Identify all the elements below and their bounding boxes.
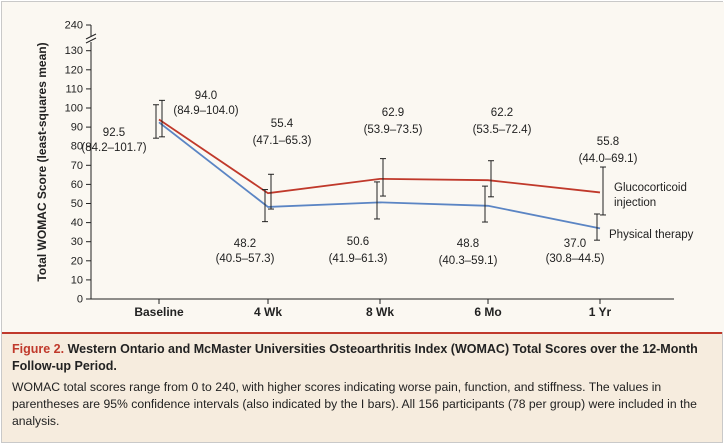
y-tick-label: 120 [65,64,83,76]
y-tick-label: 50 [71,198,83,210]
y-tick-label: 10 [71,274,83,286]
y-tick-label: 70 [71,160,83,172]
figure-caption: Figure 2. Western Ontario and McMaster U… [2,332,722,442]
y-tick-label: 100 [65,103,83,115]
x-tick-label: 1 Yr [589,305,612,319]
ci-label: (40.5–57.3) [216,253,275,265]
ci-label: (84.9–104.0) [173,105,238,117]
legend-physical-therapy: Physical therapy [609,229,694,241]
ci-label: (53.9–73.5) [364,124,423,136]
x-tick-label: 4 Wk [254,305,282,319]
data-value-label: 37.0 [564,238,586,250]
y-tick-label: 240 [65,20,83,32]
figure-label: Figure 2. [12,342,65,356]
axis-break-mark [85,33,97,40]
data-value-label: 62.2 [491,107,513,119]
x-tick-label: Baseline [134,305,184,319]
y-tick-label: 30 [71,236,83,248]
y-tick-label: 20 [71,255,83,267]
caption-title-text: Western Ontario and McMaster Universitie… [12,342,698,373]
data-value-label: 55.4 [271,118,294,130]
data-value-label: 50.6 [347,236,369,248]
y-axis-title: Total WOMAC Score (least-squares mean) [35,42,49,281]
y-tick-label: 90 [71,122,83,134]
physical-therapy-line [158,121,601,230]
ci-label: (84.2–101.7) [81,142,146,154]
y-tick-label: 80 [71,141,83,153]
y-tick-label: 0 [77,294,83,306]
x-tick-label: 6 Mo [474,305,501,319]
x-tick-label: 8 Wk [366,305,394,319]
ci-label: (44.0–69.1) [579,153,638,165]
data-value-label: 48.2 [234,238,256,250]
plot-area: 0 10 20 30 40 50 60 70 80 90 100 110 120 130 240 Total … [2,2,724,332]
data-value-label: 55.8 [597,136,619,148]
ci-label: (30.8–44.5) [546,253,605,265]
womac-line-chart: 0 10 20 30 40 50 60 70 80 90 100 110 120 130 240 Total … [35,20,694,320]
ci-label: (53.5–72.4) [473,124,532,136]
ci-label: (40.3–59.1) [439,255,498,267]
y-tick-label: 130 [65,45,83,57]
y-tick-label: 60 [71,179,83,191]
ci-label: (41.9–61.3) [329,253,388,265]
data-value-label: 62.9 [382,107,404,119]
data-value-label: 48.8 [457,238,479,250]
legend-glucocorticoid: injection [614,197,656,209]
data-value-label: 92.5 [103,127,125,139]
ci-label: (47.1–65.3) [253,135,312,147]
data-value-label: 94.0 [195,90,217,102]
y-tick-label: 40 [71,217,83,229]
caption-body: WOMAC total scores range from 0 to 240, … [12,380,697,428]
glucocorticoid-line [158,118,601,195]
legend-glucocorticoid: Glucocorticoid [614,182,687,194]
caption-title: Figure 2. Western Ontario and McMaster U… [12,341,712,375]
axis-break-mark [85,37,97,44]
y-tick-label: 110 [65,83,83,95]
